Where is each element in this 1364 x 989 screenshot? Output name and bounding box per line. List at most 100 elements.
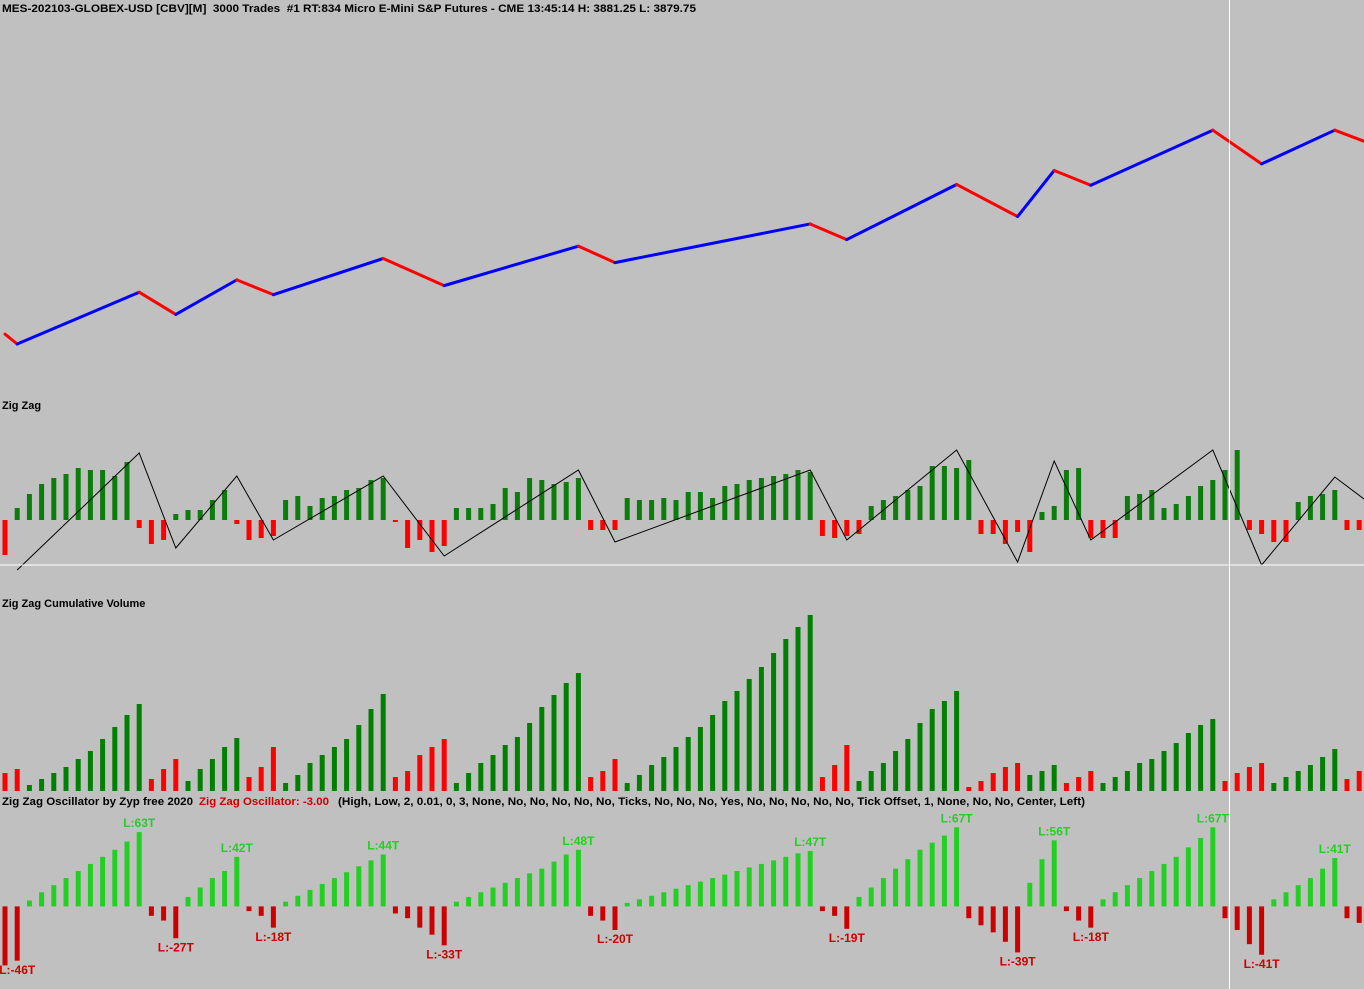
bar [1332,858,1338,907]
bar [502,882,508,907]
bar [1356,520,1362,530]
bar [771,860,777,907]
bar [1222,781,1228,791]
bar [283,783,289,791]
bar [429,747,435,791]
bar [1198,725,1204,791]
bar [1027,775,1033,791]
bar [209,878,215,907]
bar [1149,871,1155,907]
bar [722,486,728,520]
bar [478,763,484,791]
bar [51,773,57,791]
bar [453,783,459,791]
bar [1124,885,1130,907]
zigzag-segment [1211,128,1264,166]
bar [868,771,874,791]
bar [929,842,935,907]
bar [344,872,350,907]
bar [26,785,32,791]
bar [636,899,642,907]
bar [868,506,874,520]
bar [14,769,20,791]
bar [795,470,801,520]
bar [112,849,118,907]
bar [1112,892,1118,907]
bar [39,779,45,791]
bar [514,737,520,791]
bar [905,490,911,520]
bar [551,695,557,791]
bar [1246,767,1252,791]
bar [270,747,276,791]
bar [685,885,691,907]
bar [685,492,691,520]
bar [136,520,142,528]
bar [649,895,655,907]
bar [600,906,606,921]
bar [575,849,581,907]
bar [1234,773,1240,791]
bar [1161,863,1167,907]
bar [966,787,972,791]
bar [490,755,496,791]
bar [39,892,45,907]
bar [319,883,325,907]
bar [954,468,960,520]
bar [51,478,57,520]
bar [661,892,667,907]
bar [295,775,301,791]
bar [75,759,81,791]
bar [1051,765,1057,791]
bar [1307,765,1313,791]
bar [466,896,472,907]
bar [624,498,630,520]
bar [1149,490,1155,520]
bar [307,506,313,520]
bar [551,484,557,520]
bar [222,871,228,907]
bar [124,841,130,907]
bar [63,878,69,907]
bar [893,496,899,520]
bar [612,759,618,791]
bar [600,771,606,791]
bar [954,691,960,791]
bar [746,867,752,907]
bar [917,723,923,791]
chart-title: MES-202103-GLOBEX-USD [CBV][M] 3000 Trad… [2,3,696,15]
bar [832,520,838,538]
bar [1137,494,1143,520]
bar [331,878,337,907]
bar [26,494,32,520]
bar [392,777,398,791]
bar [1332,749,1338,791]
bar [758,478,764,520]
bar [758,667,764,791]
bar [1283,520,1289,542]
bar [1002,767,1008,791]
bar [2,520,8,555]
bar [75,871,81,907]
panel-title: Zig Zag Cumulative Volume [2,598,145,610]
bar [1185,847,1191,907]
bar [1356,771,1362,791]
bar [14,508,20,520]
bar [673,888,679,907]
bar [1295,502,1301,520]
zigzag-segment [808,222,849,242]
bar [197,887,203,907]
bar [490,887,496,907]
bar [258,906,264,916]
bar [697,881,703,907]
bar [14,906,20,961]
data-label: L:-41T [1244,957,1281,971]
bar [844,906,850,929]
bar [319,498,325,520]
bar [234,856,240,907]
bar [405,906,411,919]
bar [185,781,191,791]
bar [453,901,459,907]
bar [429,906,435,935]
bar [563,854,569,907]
